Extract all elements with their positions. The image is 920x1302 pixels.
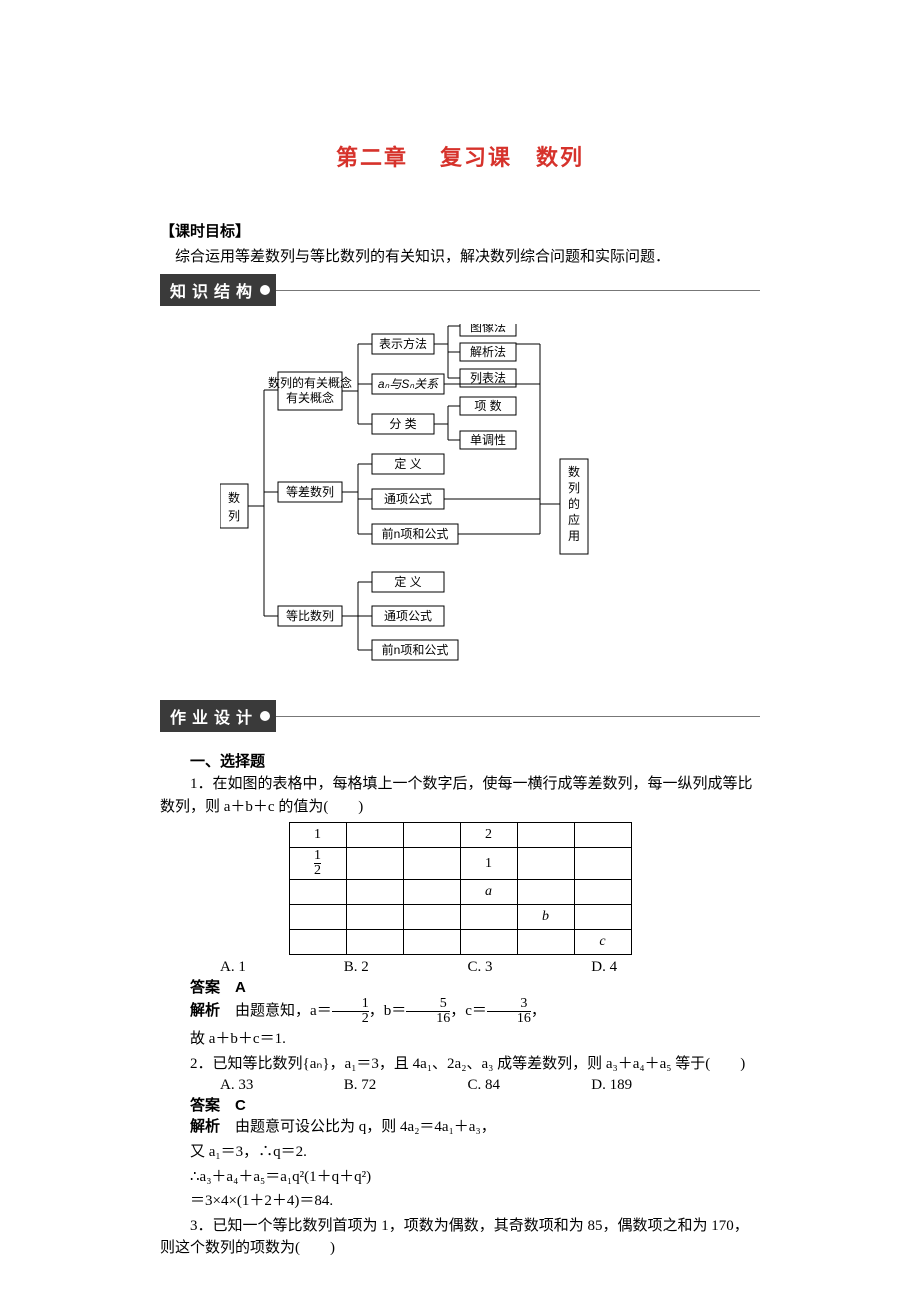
q1-options: A. 1 B. 2 C. 3 D. 4 — [160, 959, 760, 976]
opt-b: B. 2 — [314, 959, 434, 976]
svg-text:通项公式: 通项公式 — [384, 492, 432, 506]
objective-text: 综合运用等差数列与等比数列的有关知识，解决数列综合问题和实际问题． — [160, 245, 760, 266]
q2-analysis: 解析 由题意可设公比为 q，则 4a₂＝4a₁＋a₃， — [160, 1115, 760, 1139]
dot-icon — [260, 711, 270, 721]
q1-text: 1．在如图的表格中，每格填上一个数字后，使每一横行成等差数列，每一纵列成等比数列… — [160, 773, 760, 818]
svg-text:等比数列: 等比数列 — [286, 608, 334, 623]
svg-text:解析法: 解析法 — [470, 345, 506, 359]
cell: 1 — [289, 823, 346, 848]
opt-a: A. 33 — [190, 1077, 310, 1094]
svg-text:列表法: 列表法 — [470, 371, 506, 385]
svg-text:项 数: 项 数 — [474, 398, 501, 413]
cell-frac: 12 — [289, 848, 346, 880]
cell: 1 — [460, 848, 517, 880]
opt-d: D. 189 — [561, 1077, 681, 1094]
svg-text:前n项和公式: 前n项和公式 — [382, 526, 449, 541]
cell: 2 — [460, 823, 517, 848]
q2-l3: ∴a₃＋a₄＋a₅＝a₁q²(1＋q＋q²) — [160, 1166, 760, 1189]
objective-label: 【课时目标】 — [160, 220, 760, 241]
knowledge-structure-bar: 知识结构 — [160, 274, 760, 306]
knowledge-structure-tag: 知识结构 — [160, 274, 276, 306]
svg-text:单调性: 单调性 — [470, 433, 506, 447]
cell: a — [460, 880, 517, 905]
q1-analysis: 解析 由题意知，a＝12，b＝516，c＝316， — [160, 997, 760, 1026]
page-title: 第二章 复习课 数列 — [160, 140, 760, 172]
svg-text:aₙ与Sₙ关系: aₙ与Sₙ关系 — [378, 377, 439, 391]
opt-b: B. 72 — [314, 1077, 434, 1094]
svg-text:用: 用 — [568, 529, 580, 543]
svg-text:应: 应 — [568, 512, 580, 527]
cell: b — [517, 905, 574, 930]
tag-text: 作业设计 — [170, 704, 258, 728]
opt-c: C. 84 — [438, 1077, 558, 1094]
q2-l2: 又 a₁＝3，∴q＝2. — [160, 1141, 760, 1164]
opt-c: C. 3 — [438, 959, 558, 976]
svg-text:前n项和公式: 前n项和公式 — [382, 642, 449, 657]
svg-text:表示方法: 表示方法 — [379, 336, 427, 351]
svg-text:数列的有关概念: 数列的有关概念 — [268, 375, 352, 390]
opt-d: D. 4 — [561, 959, 681, 976]
homework-design-bar: 作业设计 — [160, 700, 760, 732]
svg-text:定 义: 定 义 — [394, 456, 421, 471]
tag-line — [276, 716, 760, 717]
q1-conclusion: 故 a＋b＋c＝1. — [160, 1028, 760, 1051]
tag-text: 知识结构 — [170, 278, 258, 302]
svg-text:列: 列 — [568, 481, 580, 495]
q2-options: A. 33 B. 72 C. 84 D. 189 — [160, 1077, 760, 1094]
svg-text:有关概念: 有关概念 — [286, 390, 334, 405]
svg-text:通项公式: 通项公式 — [384, 609, 432, 623]
q2-text: 2．已知等比数列{aₙ}，a₁＝3，且 4a₁、2a₂、a₃ 成等差数列，则 a… — [160, 1053, 760, 1076]
tag-line — [276, 290, 760, 291]
svg-text:分 类: 分 类 — [389, 417, 416, 431]
svg-text:的: 的 — [568, 496, 580, 511]
q2-l4: ＝3×4×(1＋2＋4)＝84. — [160, 1190, 760, 1213]
section-choice-heading: 一、选择题 — [160, 750, 760, 771]
q2-answer: 答案 C — [160, 1094, 760, 1115]
homework-design-tag: 作业设计 — [160, 700, 276, 732]
q1-table: 1 2 12 1 a b c — [289, 822, 632, 955]
svg-text:列: 列 — [228, 509, 240, 523]
svg-text:图像法: 图像法 — [470, 324, 506, 334]
q1-answer: 答案 A — [160, 976, 760, 997]
dot-icon — [260, 285, 270, 295]
svg-text:定 义: 定 义 — [394, 574, 421, 589]
opt-a: A. 1 — [190, 959, 310, 976]
q3-text: 3．已知一个等比数列首项为 1，项数为偶数，其奇数项和为 85，偶数项之和为 1… — [160, 1215, 760, 1260]
cell: c — [574, 930, 631, 955]
svg-text:等差数列: 等差数列 — [286, 484, 334, 499]
concept-map: 数 列 数列的有关概念 有关概念 表示方法 aₙ与Sₙ关系 分 类 — [220, 324, 700, 674]
cm-root: 数 — [228, 490, 240, 505]
svg-text:数: 数 — [568, 464, 580, 479]
